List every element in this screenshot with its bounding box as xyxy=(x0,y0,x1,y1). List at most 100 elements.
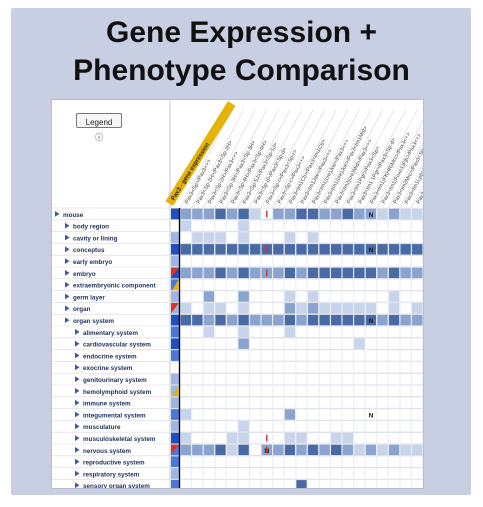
phenotype-cell[interactable] xyxy=(249,397,261,409)
phenotype-cell[interactable] xyxy=(376,420,389,432)
phenotype-cell[interactable] xyxy=(180,267,192,279)
phenotype-cell[interactable] xyxy=(307,467,319,480)
phenotype-cell[interactable] xyxy=(342,338,354,350)
phenotype-cell[interactable] xyxy=(261,255,273,267)
phenotype-cell[interactable] xyxy=(284,385,296,397)
phenotype-cell[interactable] xyxy=(295,408,308,421)
phenotype-cell[interactable] xyxy=(272,338,284,350)
phenotype-cell[interactable] xyxy=(400,208,412,220)
expression-cell[interactable] xyxy=(171,350,179,361)
triangle-right-icon[interactable] xyxy=(75,458,80,465)
expression-cell[interactable] xyxy=(171,302,179,314)
phenotype-cell[interactable] xyxy=(307,361,319,373)
phenotype-cell[interactable] xyxy=(295,420,308,432)
triangle-right-icon[interactable] xyxy=(75,340,80,347)
phenotype-cell[interactable] xyxy=(411,408,423,421)
phenotype-cell[interactable] xyxy=(284,302,296,314)
phenotype-cell[interactable] xyxy=(272,385,284,397)
phenotype-cell[interactable] xyxy=(307,314,319,326)
phenotype-cell[interactable] xyxy=(411,314,423,326)
phenotype-cell[interactable] xyxy=(180,397,192,409)
phenotype-cell[interactable] xyxy=(342,290,354,303)
phenotype-cell[interactable] xyxy=(319,420,331,432)
phenotype-cell[interactable] xyxy=(411,444,423,456)
phenotype-cell[interactable] xyxy=(226,290,238,303)
phenotype-cell[interactable] xyxy=(319,279,331,291)
phenotype-cell[interactable] xyxy=(376,290,389,303)
phenotype-cell[interactable] xyxy=(191,302,203,314)
phenotype-cell[interactable] xyxy=(342,349,354,362)
phenotype-cell[interactable] xyxy=(295,255,308,267)
phenotype-cell[interactable] xyxy=(249,408,261,421)
phenotype-cell[interactable] xyxy=(203,479,215,488)
phenotype-cell[interactable] xyxy=(388,267,400,279)
phenotype-cell[interactable] xyxy=(342,267,354,279)
phenotype-cell[interactable] xyxy=(400,279,412,291)
phenotype-cell[interactable] xyxy=(400,231,412,244)
phenotype-cell[interactable] xyxy=(214,349,227,362)
phenotype-cell[interactable] xyxy=(307,243,319,255)
phenotype-cell[interactable] xyxy=(249,432,261,444)
phenotype-cell[interactable] xyxy=(180,255,192,267)
phenotype-cell[interactable] xyxy=(214,444,227,456)
phenotype-cell[interactable] xyxy=(249,208,261,220)
phenotype-cell[interactable] xyxy=(330,208,342,220)
phenotype-cell[interactable] xyxy=(203,432,215,444)
tree-row-label[interactable]: organ xyxy=(73,306,91,313)
phenotype-cell[interactable] xyxy=(214,326,227,338)
tree-row-label[interactable]: cardiovascular system xyxy=(83,342,151,349)
phenotype-cell[interactable] xyxy=(353,290,365,303)
phenotype-cell[interactable] xyxy=(411,208,423,220)
tree-row-label[interactable]: organ system xyxy=(73,318,114,325)
phenotype-cell[interactable] xyxy=(353,397,365,409)
phenotype-cell[interactable] xyxy=(295,349,308,362)
phenotype-cell[interactable] xyxy=(388,444,400,456)
phenotype-cell[interactable] xyxy=(307,302,319,314)
phenotype-cell[interactable] xyxy=(330,302,342,314)
phenotype-cell[interactable] xyxy=(214,243,227,255)
phenotype-cell[interactable] xyxy=(249,231,261,244)
phenotype-cell[interactable] xyxy=(342,220,354,232)
phenotype-cell[interactable] xyxy=(342,385,354,397)
phenotype-cell[interactable] xyxy=(203,349,215,362)
phenotype-cell[interactable] xyxy=(249,361,261,373)
phenotype-cell[interactable] xyxy=(307,408,319,421)
phenotype-cell[interactable] xyxy=(376,349,389,362)
phenotype-cell[interactable] xyxy=(400,290,412,303)
phenotype-cell[interactable] xyxy=(411,279,423,291)
phenotype-cell[interactable] xyxy=(261,231,273,244)
phenotype-cell[interactable] xyxy=(284,444,296,456)
phenotype-cell[interactable] xyxy=(411,432,423,444)
phenotype-cell[interactable] xyxy=(203,231,215,244)
phenotype-cell[interactable] xyxy=(203,361,215,373)
phenotype-cell[interactable] xyxy=(191,231,203,244)
phenotype-cell[interactable] xyxy=(180,231,192,244)
phenotype-cell[interactable] xyxy=(295,467,308,480)
phenotype-cell[interactable] xyxy=(319,349,331,362)
phenotype-cell[interactable] xyxy=(330,444,342,456)
phenotype-cell[interactable] xyxy=(376,456,389,468)
phenotype-cell[interactable] xyxy=(203,314,215,326)
phenotype-cell[interactable] xyxy=(226,456,238,468)
phenotype-cell[interactable] xyxy=(411,231,423,244)
phenotype-cell[interactable] xyxy=(365,243,377,255)
phenotype-cell[interactable] xyxy=(400,326,412,338)
phenotype-cell[interactable] xyxy=(400,397,412,409)
phenotype-cell[interactable] xyxy=(214,385,227,397)
phenotype-cell[interactable] xyxy=(388,361,400,373)
phenotype-cell[interactable] xyxy=(191,279,203,291)
phenotype-cell[interactable] xyxy=(330,338,342,350)
phenotype-cell[interactable] xyxy=(180,220,192,232)
phenotype-cell[interactable] xyxy=(226,302,238,314)
phenotype-cell[interactable] xyxy=(272,432,284,444)
phenotype-cell[interactable] xyxy=(284,267,296,279)
phenotype-cell[interactable] xyxy=(319,373,331,385)
triangle-right-icon[interactable] xyxy=(75,470,80,477)
phenotype-cell[interactable] xyxy=(284,467,296,480)
phenotype-cell[interactable] xyxy=(353,408,365,421)
phenotype-cell[interactable] xyxy=(261,361,273,373)
phenotype-cell[interactable] xyxy=(365,408,377,421)
phenotype-cell[interactable] xyxy=(284,373,296,385)
phenotype-cell[interactable] xyxy=(319,456,331,468)
phenotype-cell[interactable] xyxy=(191,467,203,480)
